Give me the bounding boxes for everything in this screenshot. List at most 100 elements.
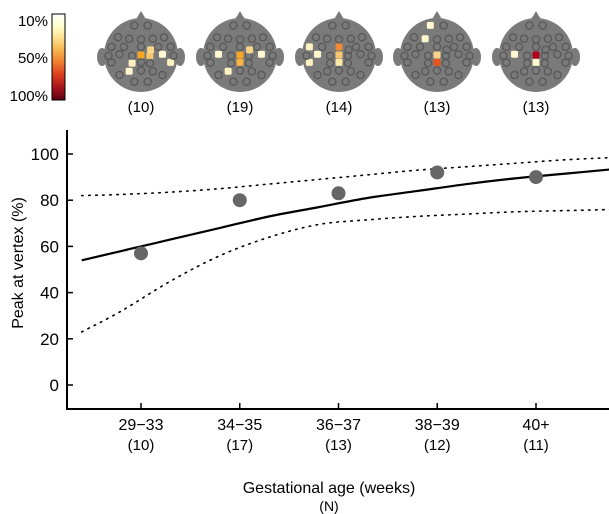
scalp-electrode	[367, 51, 376, 61]
scalp-electrode	[258, 32, 268, 42]
scalp-electrode-active	[335, 43, 343, 51]
y-axis-label: Peak at vertex (%)	[10, 197, 27, 329]
scalp-electrode	[561, 42, 570, 52]
scalp-electrode	[423, 58, 433, 68]
scalp-electrode	[444, 66, 454, 76]
scalp-electrode-active	[158, 50, 166, 58]
scalp-electrode	[543, 66, 553, 76]
scalp-electrode	[343, 58, 353, 68]
scalp-electrode-active	[257, 50, 265, 58]
scalp-electrode-active	[246, 46, 254, 54]
scalp-electrode	[564, 51, 573, 61]
y-tick-label: 80	[40, 191, 59, 210]
scalp-electrode	[322, 34, 332, 44]
scalp-electrode	[525, 77, 534, 86]
scalp-map: (13)	[492, 11, 580, 116]
scalp-electrode	[411, 49, 420, 59]
scalp-electrode-active	[335, 51, 343, 59]
data-point	[430, 165, 445, 180]
scalp-electrode	[499, 51, 508, 61]
scalp-electrode	[130, 21, 139, 30]
x-axis-label: Gestational age (weeks)	[243, 480, 416, 497]
scalp-electrode-active	[125, 67, 133, 75]
scalp-map: (14)	[295, 11, 383, 116]
scalp-electrode	[442, 45, 451, 55]
data-points	[134, 165, 543, 261]
y-tick-label: 20	[40, 330, 59, 349]
colorbar-tick-label-top: 10%	[18, 13, 48, 30]
scalp-electrode-active	[305, 58, 313, 66]
scalp-electrode	[252, 42, 262, 52]
confidence-band-lower	[80, 208, 609, 333]
scalp-electrode-active	[511, 50, 519, 58]
scalp-electrode	[540, 58, 550, 68]
y-tick-label: 40	[40, 284, 59, 303]
scalp-electrode	[341, 21, 350, 30]
scalp-electrode-active	[532, 51, 540, 59]
scalp-electrode	[235, 42, 245, 52]
scalp-electrode	[130, 77, 139, 86]
scalp-electrode	[136, 58, 146, 67]
scalp-electrode	[334, 35, 344, 44]
scalp-electrode	[531, 66, 541, 75]
x-axis-sublabel: (N)	[319, 498, 338, 514]
y-tick-label: 60	[40, 237, 59, 256]
scalp-electrode	[247, 34, 257, 44]
scalp-electrode	[441, 58, 451, 68]
scalp-electrode	[214, 70, 223, 80]
scalp-electrode	[364, 42, 373, 52]
scalp-electrode	[206, 42, 215, 52]
scalp-electrode-active	[146, 52, 154, 60]
scalp-electrode	[268, 51, 277, 61]
scalp-electrode	[531, 42, 541, 52]
scalp-electrode	[554, 32, 564, 42]
y-tick-label: 0	[50, 376, 59, 395]
scalp-electrode	[153, 42, 163, 52]
scalp-electrode-active	[426, 21, 434, 29]
scalp-electrode-active	[314, 50, 322, 58]
scalp-electrode	[462, 42, 471, 52]
scalp-electrode	[328, 77, 337, 86]
scalp-electrode	[113, 32, 123, 42]
scalp-electrode	[548, 42, 558, 52]
scalp-map: (19)	[196, 11, 284, 116]
scalp-electrode-active	[167, 58, 175, 66]
y-axis-ticks: 0 20 40 60 80 100	[31, 145, 73, 395]
data-point	[232, 193, 247, 208]
scalp-electrode	[143, 21, 152, 30]
scalp-electrode	[538, 77, 547, 86]
confidence-bound-line	[80, 208, 609, 333]
scalp-electrode-active	[147, 46, 155, 54]
colorbar-tick-label-middle: 50%	[18, 50, 48, 67]
scalp-electrode	[229, 21, 238, 30]
scalp-electrode	[104, 51, 113, 61]
data-point	[529, 170, 543, 185]
scalp-map-count-label: (19)	[227, 99, 254, 116]
scalp-electrode	[218, 42, 228, 52]
scalp-electrode	[159, 32, 169, 42]
scalp-electrode-active	[236, 51, 244, 59]
scalp-electrode	[432, 42, 442, 52]
x-tick-count: (17)	[226, 437, 253, 454]
scalp-electrode	[313, 70, 322, 80]
x-tick-label: 29−33	[119, 417, 164, 434]
scalp-electrode	[409, 32, 419, 42]
scalp-electrode	[439, 21, 448, 30]
scalp-electrode	[356, 70, 365, 80]
scalp-electrode	[454, 70, 463, 80]
scalp-electrode	[229, 77, 238, 86]
scalp-electrode	[449, 42, 459, 52]
scalp-electrode	[223, 34, 233, 44]
x-tick-label: 40+	[522, 417, 549, 434]
scalp-electrode	[334, 66, 344, 75]
scalp-electrode	[265, 42, 274, 52]
scalp-electrode	[357, 32, 367, 42]
scalp-electrode	[115, 49, 124, 59]
scalp-electrode-active	[215, 50, 223, 58]
scalp-electrode	[465, 51, 474, 61]
scalp-electrode	[543, 34, 553, 44]
colorbar: 10% 50% 100%	[10, 13, 66, 105]
scalp-electrode	[242, 21, 251, 30]
scalp-electrode	[444, 34, 454, 44]
